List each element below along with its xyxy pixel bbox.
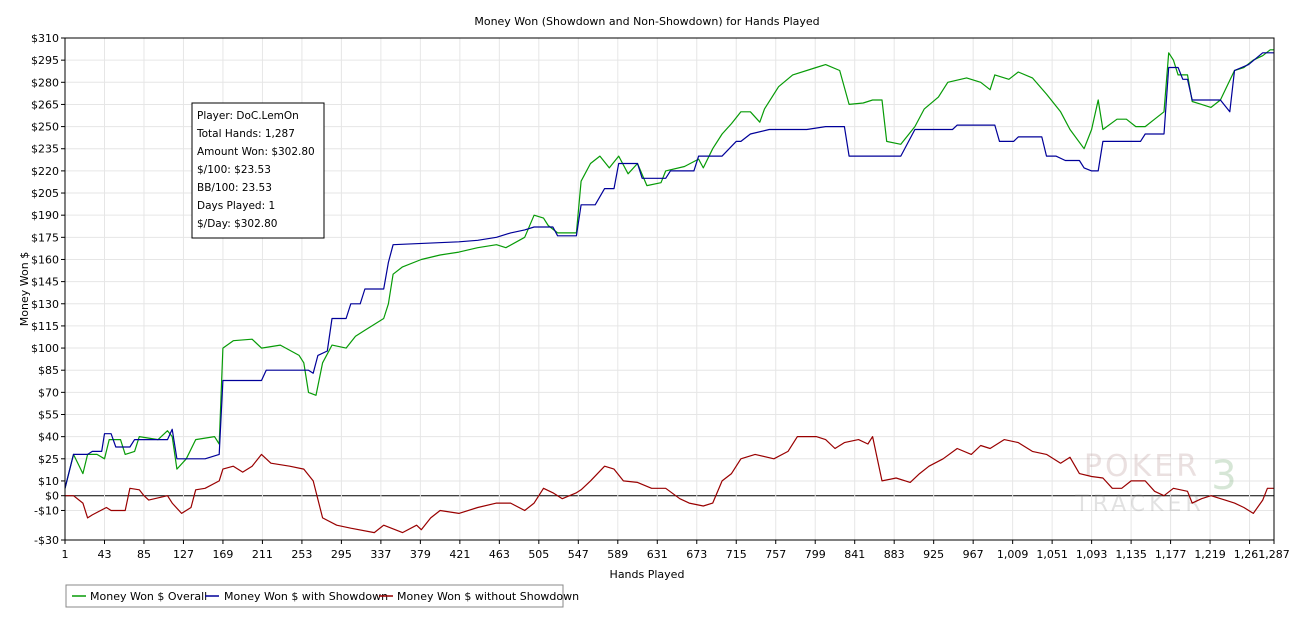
- player-stats-box: Player: DoC.LemOn Total Hands: 1,287 Amo…: [191, 102, 325, 239]
- legend-label-showdown: Money Won $ with Showdown: [224, 590, 388, 603]
- y-tick-label: $145: [31, 276, 59, 289]
- y-tick-label: $190: [31, 209, 59, 222]
- stat-dollars-per-day: $/Day: $302.80: [197, 218, 277, 230]
- x-tick-label: 379: [410, 548, 431, 561]
- x-tick-label: 757: [765, 548, 786, 561]
- x-tick-label: 799: [805, 548, 826, 561]
- y-tick-label: $295: [31, 54, 59, 67]
- y-tick-label: $280: [31, 76, 59, 89]
- x-tick-label: 631: [647, 548, 668, 561]
- x-tick-label: 1,177: [1155, 548, 1187, 561]
- stat-player: Player: DoC.LemOn: [197, 110, 299, 122]
- series-layer: [64, 49, 1274, 534]
- y-tick-label: $220: [31, 165, 59, 178]
- y-tick-label: $235: [31, 143, 59, 156]
- x-tick-label: 463: [489, 548, 510, 561]
- x-tick-label: 1,261: [1234, 548, 1266, 561]
- x-tick-label: 295: [331, 548, 352, 561]
- x-tick-label: 673: [686, 548, 707, 561]
- x-tick-label: 967: [963, 548, 984, 561]
- x-tick-label: 1: [62, 548, 69, 561]
- x-tick-label: 841: [844, 548, 865, 561]
- x-tick-label: 1,219: [1194, 548, 1226, 561]
- x-tick-label: 589: [607, 548, 628, 561]
- plot-area-border: [64, 37, 1275, 541]
- legend-label-non-showdown: Money Won $ without Showdown: [397, 590, 579, 603]
- y-tick-label: $85: [38, 364, 59, 377]
- y-axis-ticks: -$30 -$10$0 $10 $25 $40 $55 $70 $85 $100 $115 $130…: [31, 32, 65, 547]
- watermark-text-tracker: TRACKER: [1074, 492, 1204, 517]
- x-tick-label: 1,093: [1076, 548, 1108, 561]
- y-tick-label: $10: [38, 475, 59, 488]
- player-stats-box-frame: [191, 102, 325, 239]
- grid-lines: [64, 37, 1275, 541]
- x-tick-label: 547: [568, 548, 589, 561]
- x-tick-label: 43: [97, 548, 111, 561]
- poker-tracker-watermark: POKER TRACKER 3: [1074, 449, 1236, 517]
- y-tick-label: $0: [45, 490, 59, 503]
- y-tick-label: $100: [31, 342, 59, 355]
- legend-label-overall: Money Won $ Overall: [90, 590, 207, 603]
- x-axis-label: Hands Played: [610, 568, 685, 581]
- x-tick-label: 925: [923, 548, 944, 561]
- x-tick-label: 169: [212, 548, 233, 561]
- x-tick-label: 85: [137, 548, 151, 561]
- x-tick-label: 421: [449, 548, 470, 561]
- x-axis-ticks: 1 43 85 127 169 211 253 295 337 379 421 463 505 547 58…: [62, 540, 1290, 561]
- x-tick-label: 1,135: [1115, 548, 1147, 561]
- stat-amount-won: Amount Won: $302.80: [197, 146, 315, 158]
- y-tick-label: $160: [31, 253, 59, 266]
- y-tick-label: $40: [38, 431, 59, 444]
- x-tick-label: 211: [252, 548, 273, 561]
- stat-dollars-per-100: $/100: $23.53: [197, 164, 271, 176]
- watermark-badge: 3: [1211, 453, 1236, 499]
- y-tick-label: -$10: [34, 504, 59, 517]
- y-tick-label: $205: [31, 187, 59, 200]
- y-tick-label: $250: [31, 121, 59, 134]
- x-tick-label: 337: [370, 548, 391, 561]
- x-tick-label: 1,009: [997, 548, 1029, 561]
- y-tick-label: $115: [31, 320, 59, 333]
- stat-total-hands: Total Hands: 1,287: [196, 128, 295, 140]
- x-tick-label: 1,051: [1036, 548, 1068, 561]
- stat-days-played: Days Played: 1: [197, 200, 275, 212]
- series-line-without-showdown: [65, 436, 1274, 534]
- chart-title: Money Won (Showdown and Non-Showdown) fo…: [474, 15, 819, 28]
- y-tick-label: $55: [38, 409, 59, 422]
- y-tick-label: -$30: [34, 534, 59, 547]
- x-tick-label: 253: [291, 548, 312, 561]
- y-tick-label: $70: [38, 386, 59, 399]
- series-line-with-showdown: [64, 52, 1274, 489]
- chart-legend: Money Won $ Overall Money Won $ with Sho…: [65, 584, 579, 608]
- x-tick-label: 883: [884, 548, 905, 561]
- x-tick-label: 505: [528, 548, 549, 561]
- x-tick-label: 127: [173, 548, 194, 561]
- stat-bb-per-100: BB/100: 23.53: [197, 182, 272, 194]
- y-axis-label: Money Won $: [18, 252, 31, 326]
- series-line-overall: [64, 49, 1274, 489]
- x-tick-label: 715: [726, 548, 747, 561]
- y-tick-label: $130: [31, 298, 59, 311]
- y-tick-label: $265: [31, 98, 59, 111]
- y-tick-label: $175: [31, 231, 59, 244]
- watermark-text-poker: POKER: [1084, 449, 1200, 484]
- y-tick-label: $310: [31, 32, 59, 45]
- x-tick-label: 1,287: [1258, 548, 1290, 561]
- y-tick-label: $25: [38, 453, 59, 466]
- legend-frame: [65, 584, 564, 608]
